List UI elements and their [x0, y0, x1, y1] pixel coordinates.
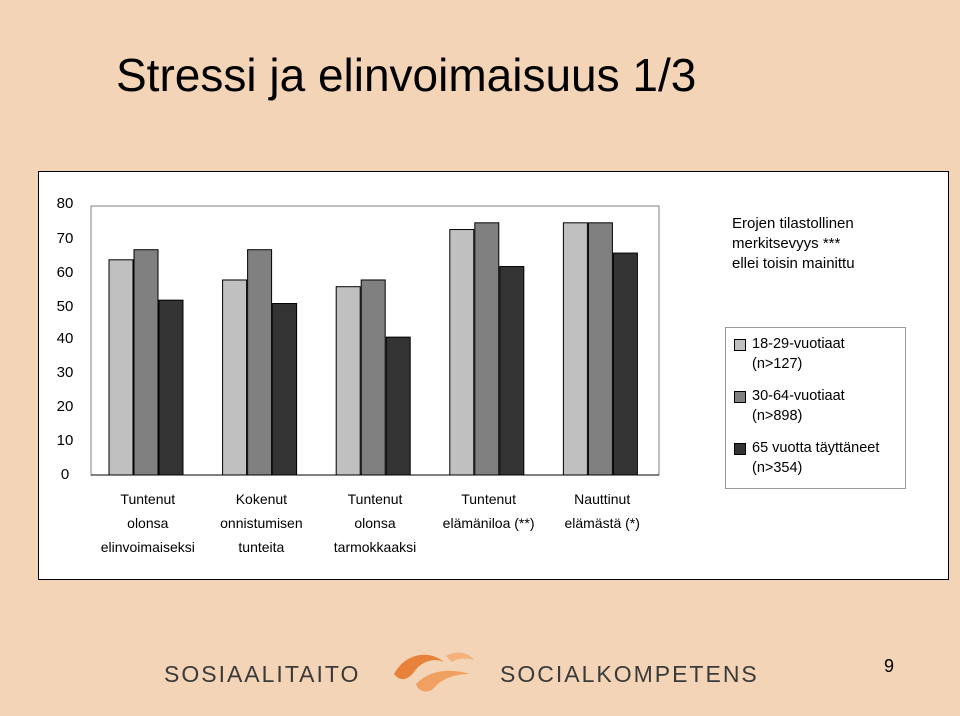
x-category-label-1-line-1: onnistumisen — [220, 515, 303, 531]
bar-2-series-1 — [360, 279, 386, 476]
x-category-label-0-line-1: olonsa — [127, 515, 168, 531]
y-tick-label-30: 30 — [57, 364, 74, 381]
x-category-label-1-line-0: Kokenut — [236, 491, 287, 507]
bar-2-series-2 — [385, 336, 411, 476]
legend-swatch-30-64 — [734, 391, 746, 403]
bar-4-series-1 — [587, 222, 613, 476]
swirl-logo-icon — [394, 652, 474, 692]
bar-0-series-2 — [158, 299, 184, 476]
y-tick-label-80: 80 — [57, 195, 74, 212]
bar-3-series-1 — [474, 222, 500, 476]
legend-label-30-64: 30-64-vuotiaat (n>898) — [752, 388, 845, 424]
significance-note-line-1: Erojen tilastollinen — [732, 215, 854, 232]
page-number: 9 — [884, 656, 895, 676]
y-tick-label-20: 20 — [57, 398, 74, 415]
y-tick-label-0: 0 — [61, 466, 69, 483]
legend-swatch-18-29 — [734, 339, 746, 351]
bar-chart: 0 10 20 30 40 50 60 70 80 Tuntenut olonsa elinvoima… — [57, 195, 660, 555]
legend: 18-29-vuotiaat (n>127) 30-64-vuotiaat (n>8… — [725, 327, 906, 489]
bar-3-series-2 — [499, 266, 525, 476]
x-category-label-0-line-2: elinvoimaiseksi — [101, 539, 195, 555]
x-category-label-2-line-0: Tuntenut — [348, 491, 403, 507]
x-category-label-4-line-0: Nauttinut — [574, 491, 630, 507]
x-category-label-3-line-1: elämäniloa (**) — [443, 515, 535, 531]
bar-4-series-0 — [562, 222, 588, 476]
x-category-label-3-line-0: Tuntenut — [461, 491, 516, 507]
bar-1-series-1 — [247, 249, 273, 476]
y-tick-label-10: 10 — [57, 432, 74, 449]
bar-2-series-0 — [335, 286, 361, 476]
y-tick-label-40: 40 — [57, 330, 74, 347]
chart-panel: 0 10 20 30 40 50 60 70 80 Tuntenut olonsa elinvoima… — [38, 171, 949, 580]
bar-0-series-1 — [133, 249, 159, 476]
x-category-label-0-line-0: Tuntenut — [120, 491, 175, 507]
significance-note-line-2: merkitsevyys *** — [732, 235, 841, 252]
logo-text-sosiaalitaito: SOSIAALITAITO — [164, 661, 361, 687]
significance-note-line-3: ellei toisin mainittu — [732, 255, 855, 272]
y-tick-label-70: 70 — [57, 230, 74, 247]
slide-title: Stressi ja elinvoimaisuus 1/3 — [116, 49, 697, 101]
bar-3-series-0 — [449, 229, 475, 476]
y-tick-label-50: 50 — [57, 298, 74, 315]
bar-1-series-0 — [222, 279, 248, 476]
legend-label-18-29: 18-29-vuotiaat (n>127) — [752, 336, 845, 372]
bar-0-series-0 — [108, 259, 134, 476]
significance-note: Erojen tilastollinen merkitsevyys *** el… — [732, 214, 855, 274]
footer-logo: SOSIAALITAITO SOCIALKOMPETENS — [164, 644, 764, 696]
x-category-label-2-line-1: olonsa — [354, 515, 395, 531]
y-tick-label-60: 60 — [57, 264, 74, 281]
bar-4-series-2 — [612, 252, 638, 476]
bar-1-series-2 — [272, 303, 298, 476]
x-category-label-1-line-2: tunteita — [238, 539, 284, 555]
legend-swatch-65plus — [734, 443, 746, 455]
x-category-label-4-line-1: elämästä (*) — [564, 515, 639, 531]
x-category-label-2-line-2: tarmokkaaksi — [334, 539, 416, 555]
logo-text-socialkompetens: SOCIALKOMPETENS — [500, 661, 759, 687]
legend-label-65plus: 65 vuotta täyttäneet (n>354) — [752, 440, 880, 476]
